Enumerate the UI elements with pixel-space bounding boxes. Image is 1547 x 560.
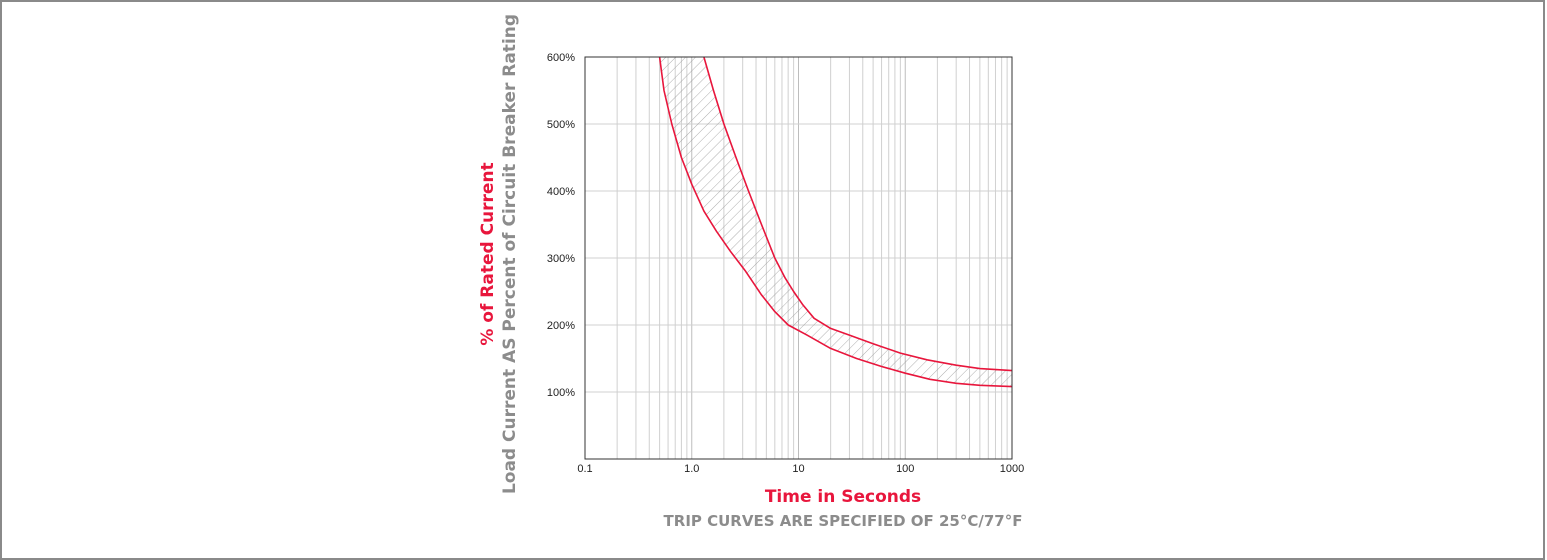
x-tick-labels: 0.1 1.0 10 100 1000 <box>577 463 1024 475</box>
x-tick-label: 1.0 <box>684 463 699 475</box>
y-tick-labels: 100% 200% 300% 400% 500% 600% <box>547 52 575 399</box>
y-tick-label: 400% <box>547 186 575 198</box>
trip-curve-chart: 0.1 1.0 10 100 1000 100% 200% 300% 400% 500% 600%… <box>478 14 1024 530</box>
y-tick-label: 100% <box>547 387 575 399</box>
temperature-note: TRIP CURVES ARE SPECIFIED OF 25°C/77°F <box>664 512 1023 530</box>
y-axis-title: % of Rated Current <box>478 162 498 345</box>
y-axis-title-secondary: Load Current AS Percent of Circuit Break… <box>500 14 520 494</box>
trip-band <box>659 57 1012 387</box>
trip-band-hatch <box>659 57 1012 387</box>
x-tick-label: 10 <box>792 463 804 475</box>
x-axis-title: Time in Seconds <box>765 487 921 507</box>
x-tick-label: 1000 <box>1000 463 1024 475</box>
trip-curves <box>658 56 1013 388</box>
lower-trip-curve <box>658 56 1013 388</box>
chart-grid <box>584 57 1012 459</box>
y-tick-label: 300% <box>547 253 575 265</box>
plot-area-border <box>584 56 1013 460</box>
x-tick-label: 0.1 <box>577 463 592 475</box>
y-tick-label: 200% <box>547 320 575 332</box>
y-tick-label: 600% <box>547 52 575 64</box>
x-tick-label: 100 <box>896 463 914 475</box>
upper-trip-curve <box>703 56 1013 372</box>
y-tick-label: 500% <box>547 119 575 131</box>
